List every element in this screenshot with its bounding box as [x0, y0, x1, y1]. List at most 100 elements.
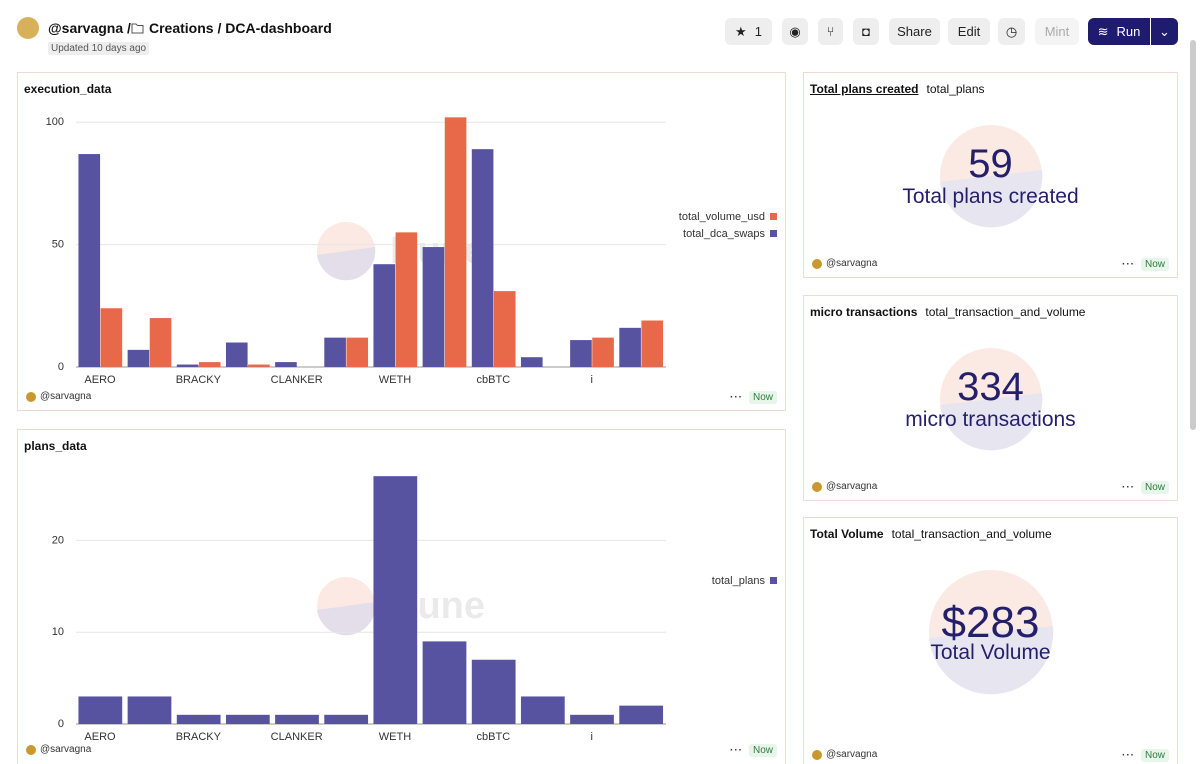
menu-dots[interactable]: ···	[1121, 259, 1135, 270]
status-badge: Now	[748, 391, 777, 404]
bar	[225, 342, 248, 367]
status-badge: Now	[1140, 258, 1169, 271]
bar	[78, 696, 123, 724]
x-tick-label: CLANKER	[271, 374, 323, 386]
bar	[373, 264, 396, 367]
legend-label: total_plans	[712, 575, 766, 587]
query-name: total_transaction_and_volume	[891, 527, 1052, 541]
author-avatar	[26, 744, 36, 755]
bar	[422, 641, 467, 724]
counter-card: Total Volume total_transaction_and_volume…	[803, 517, 1178, 764]
bar	[225, 714, 270, 724]
mint-button[interactable]: Mint	[1035, 18, 1079, 45]
bar	[275, 714, 319, 724]
bar	[471, 659, 516, 724]
y-tick-label: 0	[58, 361, 64, 373]
counter-backdrop	[940, 125, 1043, 228]
bar	[493, 291, 516, 367]
author-name: @sarvagna	[826, 258, 878, 269]
star-count: 1	[754, 24, 762, 39]
card-author[interactable]: @sarvagna	[26, 391, 91, 402]
menu-dots[interactable]: ···	[729, 745, 743, 756]
bar	[275, 362, 297, 367]
author-name: @sarvagna	[40, 391, 92, 402]
dashboard-path: Creations / DCA-dashboard	[149, 20, 332, 36]
chart-card: execution_data Dune050100AEROBRACKYCLANK…	[17, 72, 786, 411]
author-avatar	[812, 749, 822, 760]
counter-card: Total plans created total_plans 59 Total …	[803, 72, 1178, 278]
card-author[interactable]: @sarvagna	[812, 749, 877, 760]
x-tick-label: AERO	[84, 731, 116, 743]
bar	[373, 476, 418, 724]
x-tick-label: WETH	[379, 374, 411, 386]
watermark-half	[317, 247, 376, 281]
card-author[interactable]: @sarvagna	[812, 481, 877, 492]
author-avatar	[812, 481, 822, 492]
card-status: ··· Now	[1122, 258, 1169, 271]
legend-swatch	[770, 230, 777, 237]
legend-label: total_volume_usd	[679, 211, 765, 223]
bar	[619, 327, 641, 367]
y-tick-label: 10	[52, 626, 64, 638]
bar	[619, 705, 664, 724]
x-tick-label: WETH	[379, 731, 411, 743]
star-button[interactable]: ★ 1	[725, 18, 772, 45]
counter-label: Total Volume	[930, 641, 1051, 664]
screenshot-button[interactable]: ◘	[853, 18, 879, 45]
counter-backdrop	[940, 348, 1043, 451]
x-tick-label: cbBTC	[477, 731, 511, 743]
bar	[248, 364, 270, 367]
menu-dots[interactable]: ···	[1121, 750, 1135, 761]
scrollbar	[1190, 40, 1196, 430]
backdrop-half	[929, 626, 1054, 695]
counter-title[interactable]: Total Volume	[810, 527, 884, 541]
card-author[interactable]: @sarvagna	[812, 258, 877, 269]
menu-dots[interactable]: ···	[729, 392, 743, 403]
card-status: ··· Now	[1122, 481, 1169, 494]
watermark-half	[317, 602, 376, 636]
counter-value: 59	[968, 142, 1013, 186]
fork-button[interactable]: ⑂	[818, 18, 843, 45]
counter-label: Total plans created	[902, 185, 1079, 208]
bar	[324, 337, 346, 367]
run-button[interactable]: ≋ Run	[1088, 18, 1150, 45]
bar	[471, 149, 494, 367]
author-name: @sarvagna	[826, 481, 878, 492]
query-name: total_transaction_and_volume	[925, 305, 1086, 319]
counter-title[interactable]: Total plans created	[810, 82, 919, 96]
x-tick-label: cbBTC	[477, 374, 511, 386]
bar	[395, 232, 418, 367]
y-tick-label: 100	[46, 116, 64, 128]
card-status: ··· Now	[730, 391, 777, 404]
user-avatar[interactable]	[17, 17, 39, 39]
folder-icon	[131, 23, 144, 34]
menu-dots[interactable]: ···	[1121, 482, 1135, 493]
share-button[interactable]: Share	[889, 18, 940, 45]
user-link[interactable]: @sarvagna /	[48, 20, 131, 36]
edit-button[interactable]: Edit	[948, 18, 990, 45]
card-status: ··· Now	[1122, 749, 1169, 762]
x-tick-label: BRACKY	[176, 374, 222, 386]
author-avatar	[26, 391, 36, 402]
bar	[100, 308, 123, 367]
bar	[78, 154, 101, 367]
x-tick-label: BRACKY	[176, 731, 222, 743]
bar	[149, 318, 172, 367]
y-tick-label: 20	[52, 534, 64, 546]
bar	[592, 337, 614, 367]
legend-label: total_dca_swaps	[683, 228, 765, 240]
legend-swatch	[770, 213, 777, 220]
card-author[interactable]: @sarvagna	[26, 744, 91, 755]
backdrop-half	[940, 170, 1043, 228]
github-button[interactable]: ◉	[782, 18, 808, 45]
run-menu-button[interactable]: ⌄	[1151, 18, 1178, 45]
counter-title[interactable]: micro transactions	[810, 305, 918, 319]
history-button[interactable]: ◷	[998, 18, 1025, 45]
bar	[176, 714, 221, 724]
bar	[198, 362, 221, 367]
x-tick-label: i	[590, 731, 592, 743]
x-tick-label: i	[590, 374, 592, 386]
chart: Dune050100AEROBRACKYCLANKERWETHcbBTCitot…	[46, 116, 777, 386]
card-title: plans_data	[24, 439, 87, 453]
bar	[422, 247, 445, 367]
